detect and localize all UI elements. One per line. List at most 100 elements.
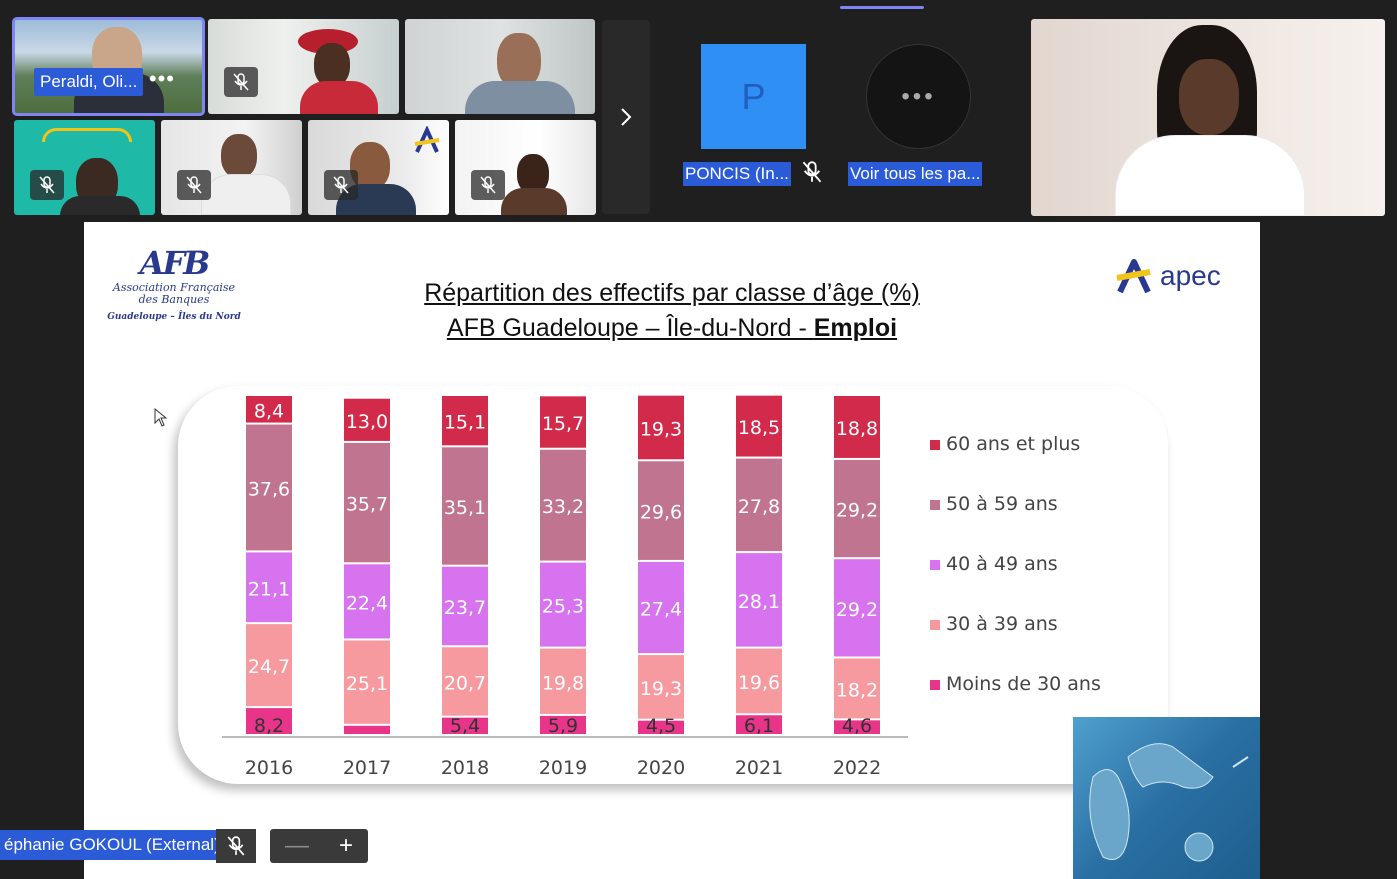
participant-tile-6[interactable] (308, 120, 449, 215)
mic-off-icon (471, 170, 505, 200)
bar-segment (442, 447, 488, 565)
participant-avatar-poncis[interactable]: P (701, 44, 806, 149)
apec-logo-icon (1116, 259, 1151, 294)
slide-title: Répartition des effectifs par classe d’â… (384, 276, 960, 346)
bar-data-label: 25,1 (346, 673, 388, 695)
x-tick-label: 2021 (735, 757, 783, 779)
x-tick-label: 2020 (637, 757, 685, 779)
bar-segment (246, 396, 292, 423)
bar-segment (442, 396, 488, 446)
bar-segment (638, 395, 684, 460)
bar-data-label: 29,2 (836, 599, 878, 621)
bar-segment (344, 398, 390, 441)
x-tick-label: 2017 (343, 757, 391, 779)
participant-tile-large[interactable] (1031, 19, 1385, 216)
bar-data-label: 8,2 (254, 715, 284, 737)
slide-title-emphasis: Emploi (813, 314, 898, 342)
bar-segment (736, 458, 782, 552)
slide-title-line2: AFB Guadeloupe – Île-du-Nord - (446, 314, 814, 342)
participant-tile-2[interactable] (208, 19, 399, 114)
participant-video-body (501, 188, 567, 215)
bar-data-label: 21,1 (248, 578, 290, 600)
bar-segment (540, 715, 586, 734)
bar-data-label: 6,1 (744, 715, 774, 737)
legend-swatch (930, 560, 940, 570)
participant-video (314, 43, 350, 87)
participant-video (221, 134, 257, 178)
bar-segment (736, 395, 782, 457)
participant-video-body (201, 174, 291, 215)
participant-video-body (1115, 135, 1305, 216)
bar-segment (540, 648, 586, 714)
bar-data-label: 27,4 (640, 599, 682, 621)
legend-label: 30 à 39 ans (946, 613, 1058, 635)
bar-data-label: 8,4 (254, 400, 284, 422)
bar-segment (638, 720, 684, 734)
x-tick-label: 2022 (833, 757, 881, 779)
bar-segment (442, 647, 488, 716)
bar-data-label: 19,3 (640, 418, 682, 440)
afb-logo-subtitle: Guadeloupe – Îles du Nord (107, 312, 241, 322)
bar-data-label: 28,1 (738, 591, 780, 613)
legend-swatch (930, 500, 940, 510)
participant-tile-7[interactable] (455, 120, 596, 215)
participant-tile-5[interactable] (161, 120, 302, 215)
view-all-participants-label[interactable]: Voir tous les pa... (848, 162, 983, 186)
bar-data-label: 37,6 (248, 478, 290, 500)
bar-data-label: 15,1 (444, 412, 486, 434)
bar-data-label: 27,8 (738, 496, 780, 518)
banner-decoration (42, 128, 132, 142)
more-options-icon[interactable]: ••• (148, 66, 175, 91)
legend-label: 50 à 59 ans (946, 493, 1058, 515)
bar-data-label: 18,2 (836, 679, 878, 701)
active-view-indicator (840, 6, 924, 9)
apec-poster (412, 125, 442, 166)
zoom-in-button[interactable]: + (338, 832, 353, 859)
participant-tile-peraldi[interactable]: Peraldi, Oli... ••• (12, 17, 205, 116)
chevron-right-icon (621, 108, 632, 126)
presenter-name-label: éphanie GOKOUL (External) (0, 830, 224, 860)
bar-data-label: 29,6 (640, 502, 682, 524)
bar-data-label: 35,7 (346, 494, 388, 516)
bar-segment (344, 564, 390, 639)
legend-label: Moins de 30 ans (946, 673, 1101, 695)
mic-off-icon (30, 170, 64, 200)
next-participants-button[interactable] (602, 20, 650, 214)
bar-data-label: 13,0 (346, 411, 388, 433)
zoom-out-button[interactable]: — (284, 832, 309, 859)
participant-tile-4[interactable] (14, 120, 155, 215)
legend-swatch (930, 440, 940, 450)
mic-off-icon (802, 161, 822, 188)
mouse-cursor (154, 407, 168, 433)
bar-data-label: 19,3 (640, 678, 682, 700)
bar-data-label: 33,2 (542, 496, 584, 518)
bar-data-label: 22,4 (346, 592, 388, 614)
avatar-initial: P (741, 75, 766, 118)
participant-video (497, 33, 541, 89)
bar-segment (834, 396, 880, 458)
bar-segment (246, 552, 292, 623)
bar-segment (736, 648, 782, 714)
bar-data-label: 5,4 (450, 715, 480, 737)
slide-title-line1: Répartition des effectifs par classe d’â… (424, 279, 920, 307)
bar-segment (736, 715, 782, 734)
bar-segment (834, 559, 880, 657)
bar-data-label: 20,7 (444, 672, 486, 694)
view-all-participants-button[interactable]: ••• (866, 44, 971, 149)
apec-logo: apec (1114, 256, 1221, 296)
bar-data-label: 4,5 (646, 715, 676, 737)
participant-video (1179, 59, 1239, 135)
legend-swatch (930, 620, 940, 630)
afb-logo: AFB Association Française des Banques Gu… (94, 244, 254, 322)
participant-tile-3[interactable] (405, 19, 595, 114)
bar-segment (834, 658, 880, 719)
mic-off-icon (324, 170, 358, 200)
bar-data-label: 24,7 (248, 656, 290, 678)
apec-logo-text: apec (1160, 260, 1221, 291)
legend-swatch (930, 680, 940, 690)
bar-data-label: 19,8 (542, 672, 584, 694)
participant-name-label: PONCIS (In... (683, 162, 791, 186)
x-tick-label: 2016 (245, 757, 293, 779)
participant-video-body (465, 81, 575, 114)
bar-segment (344, 442, 390, 563)
